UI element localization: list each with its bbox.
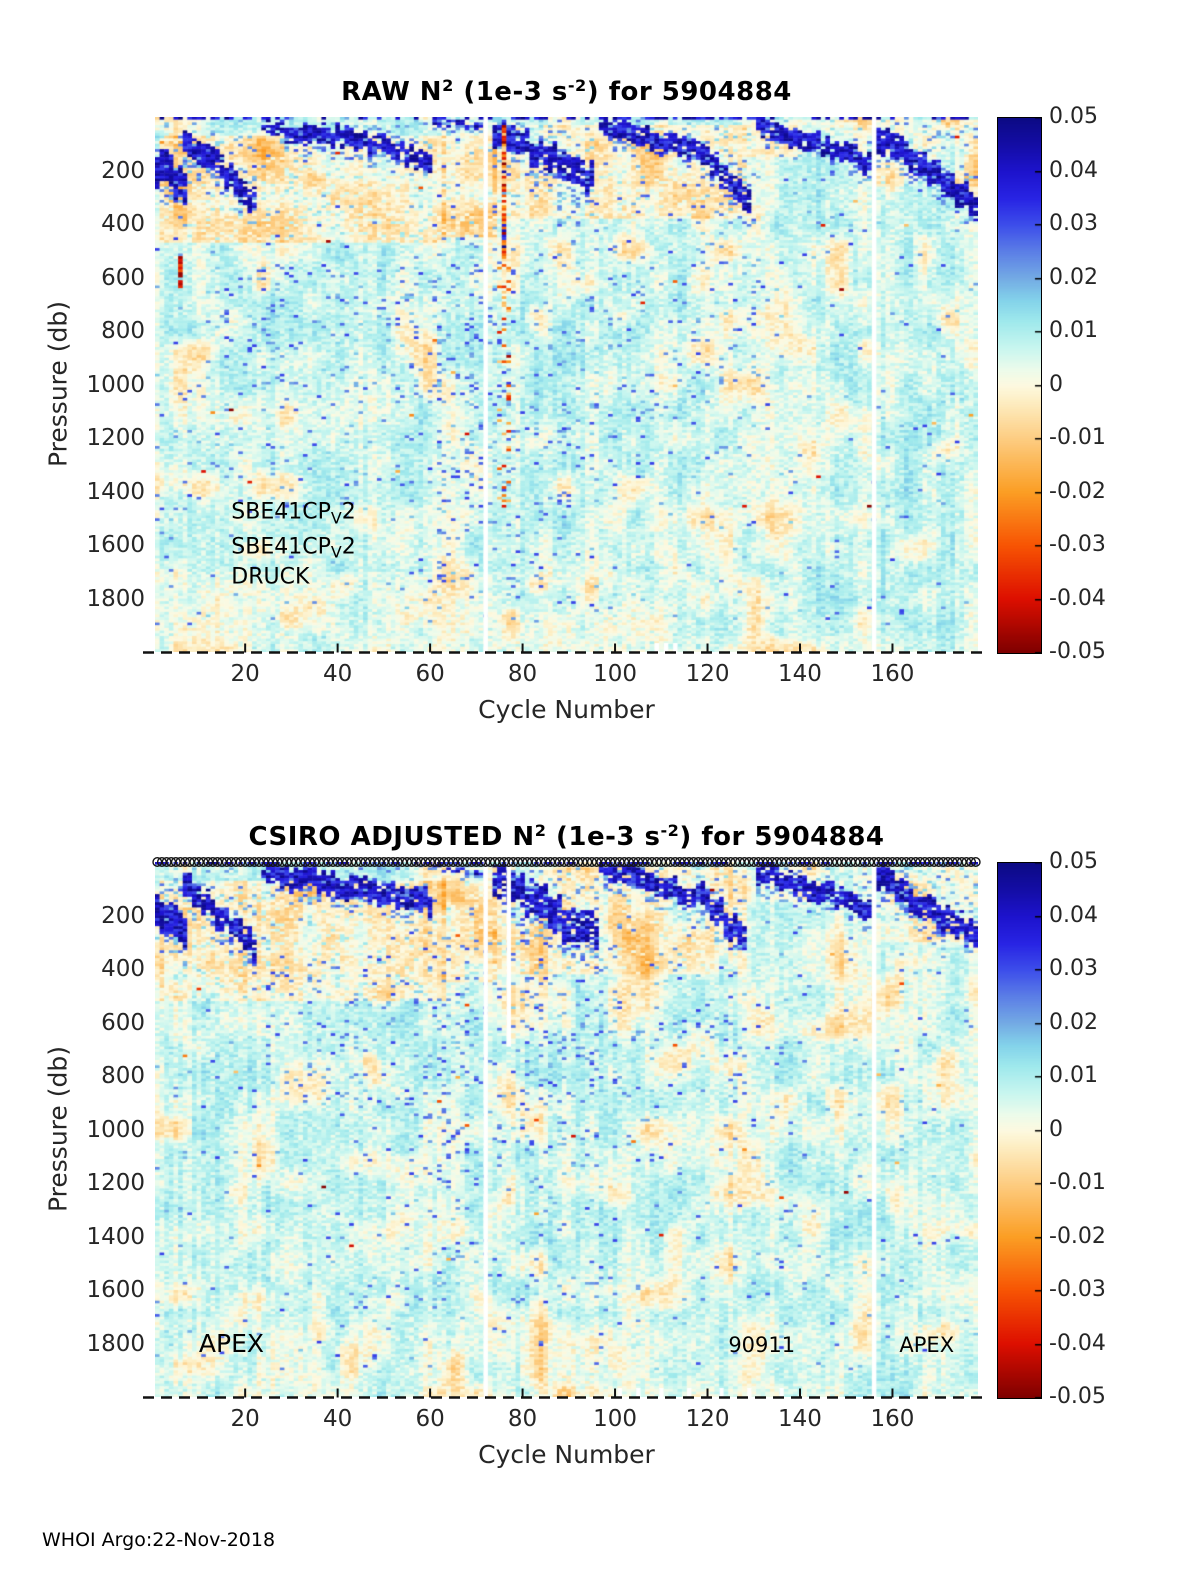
x-tick-label: 40 <box>322 661 353 687</box>
colorbar-tick-label: 0.01 <box>1049 318 1098 343</box>
annotation-segment: 2 <box>341 499 356 525</box>
title-segment: (1e-3 s <box>453 77 568 107</box>
colorbar-tick-label: -0.05 <box>1049 639 1106 664</box>
annotation-segment: APEX <box>899 1332 955 1357</box>
x-tick-label: 140 <box>778 661 822 687</box>
x-axis-label: Cycle Number <box>478 695 655 724</box>
colorbar-raw <box>997 117 1042 654</box>
annotation-text: SBE41CPV2 <box>231 499 356 527</box>
annotation-segment: V <box>330 542 342 562</box>
x-tick-label: 80 <box>507 661 538 687</box>
panel-raw-title: RAW N2 (1e-3 s-2) for 5904884 <box>155 76 978 107</box>
x-tick-label: 160 <box>870 1406 915 1432</box>
colorbar-tick-label: 0.04 <box>1049 157 1098 183</box>
y-tick-label: 800 <box>101 1063 145 1089</box>
annotation-text: SBE41CPV2 <box>231 533 356 562</box>
colorbar-tick-label: -0.04 <box>1049 585 1106 611</box>
colorbar-tick-label: -0.01 <box>1049 425 1106 450</box>
heatmap-adjusted <box>155 862 978 1397</box>
x-tick-label: 100 <box>593 661 637 687</box>
colorbar-tick-label: -0.03 <box>1049 1277 1106 1302</box>
annotation-text: DRUCK <box>231 565 309 590</box>
y-tick-label: 1000 <box>86 1116 145 1143</box>
y-tick-label: 1800 <box>86 1330 145 1357</box>
annotation-segment: V <box>330 507 342 527</box>
x-tick-label: 160 <box>870 661 915 687</box>
annotation-text: APEX <box>199 1329 264 1358</box>
heatmap-raw <box>155 117 978 652</box>
footer-credit: WHOI Argo:22-Nov-2018 <box>42 1529 276 1551</box>
annotation-segment: DRUCK <box>231 564 310 590</box>
title-segment: 2 <box>534 821 547 841</box>
x-tick-label: 80 <box>507 1406 538 1432</box>
colorbar-tick-label: -0.02 <box>1049 1223 1106 1249</box>
x-axis-line <box>143 643 988 654</box>
annotation-text: APEX <box>899 1333 954 1357</box>
y-tick-label: 200 <box>101 157 145 184</box>
x-tick-label: 20 <box>230 1406 260 1432</box>
y-tick-label: 200 <box>101 902 145 929</box>
y-tick-label: 1000 <box>86 371 145 398</box>
y-tick-label: 1400 <box>86 478 145 505</box>
cycle-marker-circles <box>152 856 981 868</box>
colorbar-tick-label: -0.05 <box>1049 1384 1106 1409</box>
title-segment: RAW N <box>341 77 443 107</box>
colorbar-tick-label: -0.03 <box>1049 532 1106 557</box>
title-segment: CSIRO ADJUSTED N <box>248 822 535 852</box>
annotation-text: 90911 <box>728 1333 795 1357</box>
y-tick-label: 600 <box>101 1009 145 1036</box>
y-tick-label: 800 <box>101 318 145 344</box>
colorbar-tick-label: 0.05 <box>1049 104 1098 129</box>
x-tick-label: 40 <box>322 1406 353 1432</box>
title-segment: -2 <box>660 821 680 841</box>
x-tick-label: 20 <box>230 661 260 687</box>
colorbar-adjusted <box>997 862 1042 1399</box>
colorbar-tick-label: 0.03 <box>1049 211 1098 236</box>
y-tick-label: 1400 <box>86 1223 145 1250</box>
colorbar-tick-label: 0.03 <box>1049 956 1098 981</box>
colorbar-tick-label: -0.04 <box>1049 1330 1106 1356</box>
x-tick-label: 140 <box>778 1406 822 1432</box>
annotation-segment: 2 <box>341 533 356 559</box>
colorbar-tick-label: 0.02 <box>1049 1009 1098 1035</box>
title-segment: -2 <box>567 76 587 96</box>
panel-adjusted-title: CSIRO ADJUSTED N2 (1e-3 s-2) for 5904884 <box>155 821 978 852</box>
y-tick-label: 400 <box>101 956 145 982</box>
x-tick-label: 60 <box>415 1406 445 1432</box>
annotation-segment: SBE41CP <box>231 533 331 559</box>
x-tick-label: 100 <box>593 1406 637 1432</box>
x-tick-label: 60 <box>415 661 445 687</box>
y-tick-label: 1600 <box>86 532 145 558</box>
colorbar-tick-label: 0.04 <box>1049 902 1098 928</box>
y-tick-label: 1600 <box>86 1277 145 1303</box>
colorbar-tick-label: 0.05 <box>1049 849 1098 874</box>
y-tick-label: 400 <box>101 211 145 237</box>
y-tick-label: 1800 <box>86 585 145 612</box>
colorbar-tick-label: 0 <box>1049 1116 1063 1142</box>
x-tick-label: 120 <box>685 1406 730 1432</box>
x-tick-label: 120 <box>685 661 730 687</box>
colorbar-tick-label: -0.02 <box>1049 478 1106 504</box>
y-tick-label: 1200 <box>86 1170 145 1196</box>
title-segment: 2 <box>442 76 454 96</box>
colorbar-tick-label: -0.01 <box>1049 1170 1106 1195</box>
title-segment: (1e-3 s <box>546 822 661 852</box>
title-segment: ) for 5904884 <box>586 77 792 107</box>
x-axis-label: Cycle Number <box>478 1440 655 1469</box>
annotation-segment: APEX <box>198 1328 265 1358</box>
colorbar-tick-label: 0.02 <box>1049 264 1098 290</box>
annotation-segment: SBE41CP <box>231 499 331 525</box>
annotation-segment: 90911 <box>728 1332 796 1357</box>
y-tick-label: 600 <box>101 264 145 291</box>
colorbar-tick-label: 0 <box>1049 371 1063 397</box>
title-segment: ) for 5904884 <box>679 822 885 852</box>
x-axis-line <box>143 1388 988 1399</box>
colorbar-tick-label: 0.01 <box>1049 1063 1098 1088</box>
y-tick-label: 1200 <box>86 425 145 451</box>
